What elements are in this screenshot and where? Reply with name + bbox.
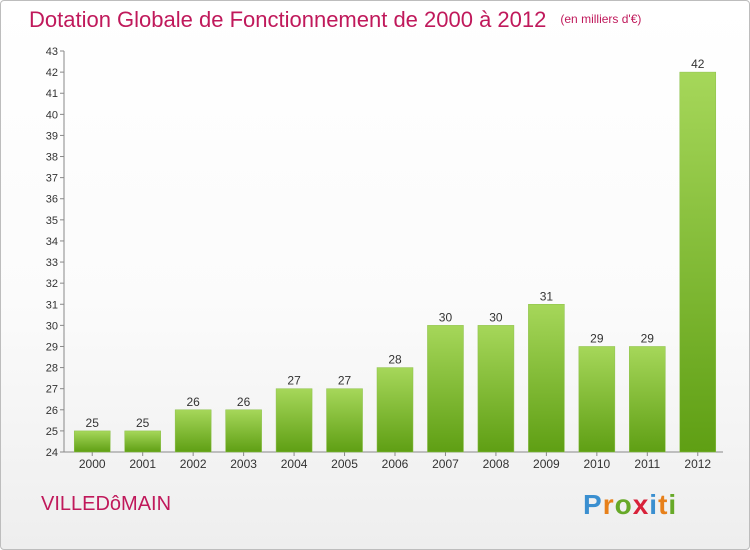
y-tick-label: 39 — [46, 130, 58, 142]
x-tick-label: 2003 — [230, 457, 257, 471]
y-tick-label: 34 — [46, 236, 58, 248]
bar-2000 — [73, 430, 111, 453]
bar-2005 — [326, 388, 363, 453]
logo-letter: o — [614, 489, 633, 520]
x-tick-label: 2000 — [79, 457, 106, 471]
y-tick-label: 42 — [46, 67, 58, 79]
x-tick-label: 2002 — [180, 457, 207, 471]
data-label-2009: 31 — [540, 289, 554, 303]
data-label-2002: 26 — [186, 395, 200, 409]
data-label-2012: 42 — [691, 57, 705, 71]
proxiti-logo: Proxiti — [583, 489, 677, 521]
bar-2008 — [477, 325, 515, 453]
y-tick-label: 29 — [46, 341, 58, 353]
chart-title: Dotation Globale de Fonctionnement de 20… — [29, 7, 641, 33]
x-tick-label: 2006 — [382, 457, 409, 471]
x-tick-label: 2001 — [129, 457, 156, 471]
y-tick-label: 36 — [46, 194, 58, 206]
data-label-2000: 25 — [86, 416, 100, 430]
y-tick-label: 26 — [46, 405, 58, 417]
x-tick-label: 2009 — [533, 457, 560, 471]
x-tick-label: 2005 — [331, 457, 358, 471]
title-text: Dotation Globale de Fonctionnement de 20… — [29, 7, 547, 32]
data-labels: 25 25 26 26 27 27 28 30 30 31 29 29 42 — [86, 57, 705, 430]
y-tick-label: 38 — [46, 152, 58, 164]
logo-letter: i — [668, 489, 678, 520]
data-label-2004: 27 — [287, 374, 301, 388]
bar-2011 — [629, 346, 666, 453]
y-tick-label: 30 — [46, 320, 58, 332]
data-label-2011: 29 — [641, 331, 655, 345]
data-label-2006: 28 — [388, 353, 402, 367]
axes: 24 25 26 27 28 29 30 31 32 33 34 35 36 37 38 39 40 41 42 43… — [46, 46, 723, 471]
y-tick-label: 40 — [46, 109, 58, 121]
data-label-2005: 27 — [338, 374, 352, 388]
y-tick-label: 28 — [46, 363, 58, 375]
x-tick-label: 2011 — [634, 457, 660, 471]
bar-2002 — [174, 409, 212, 453]
bar-2007 — [427, 325, 464, 453]
y-tick-label: 41 — [46, 88, 58, 100]
y-tick-label: 43 — [46, 46, 58, 58]
bar-2001 — [124, 430, 161, 453]
x-tick-label: 2008 — [483, 457, 510, 471]
logo-letter: x — [632, 489, 650, 520]
bar-2010 — [578, 346, 616, 453]
logo-letter: i — [649, 489, 659, 520]
y-tick-label: 27 — [46, 384, 58, 396]
data-label-2001: 25 — [136, 416, 150, 430]
data-label-2008: 30 — [489, 310, 503, 324]
y-tick-label: 31 — [46, 299, 58, 311]
y-tick-label: 25 — [46, 426, 58, 438]
bar-2004 — [275, 388, 313, 453]
x-tick-label: 2012 — [684, 457, 711, 471]
bars — [73, 71, 717, 453]
data-label-2007: 30 — [439, 310, 453, 324]
bar-2012 — [679, 71, 717, 453]
y-tick-label: 37 — [46, 173, 58, 185]
commune-name: VILLEDôMAIN — [41, 493, 172, 515]
logo-letter: t — [658, 489, 669, 520]
y-tick-label: 24 — [46, 447, 58, 459]
title-unit: (en milliers d'€) — [560, 12, 642, 26]
bar-2003 — [225, 409, 262, 453]
bar-2009 — [528, 304, 565, 453]
logo-letter: P — [583, 489, 603, 520]
x-tick-label: 2010 — [583, 457, 610, 471]
bar-2006 — [376, 367, 414, 453]
x-tick-label: 2007 — [432, 457, 459, 471]
data-label-2003: 26 — [237, 395, 251, 409]
y-tick-label: 32 — [46, 278, 58, 290]
data-label-2010: 29 — [590, 331, 604, 345]
y-tick-label: 35 — [46, 215, 58, 227]
x-tick-label: 2004 — [281, 457, 308, 471]
y-tick-label: 33 — [46, 257, 58, 269]
logo-letter: r — [602, 489, 615, 520]
